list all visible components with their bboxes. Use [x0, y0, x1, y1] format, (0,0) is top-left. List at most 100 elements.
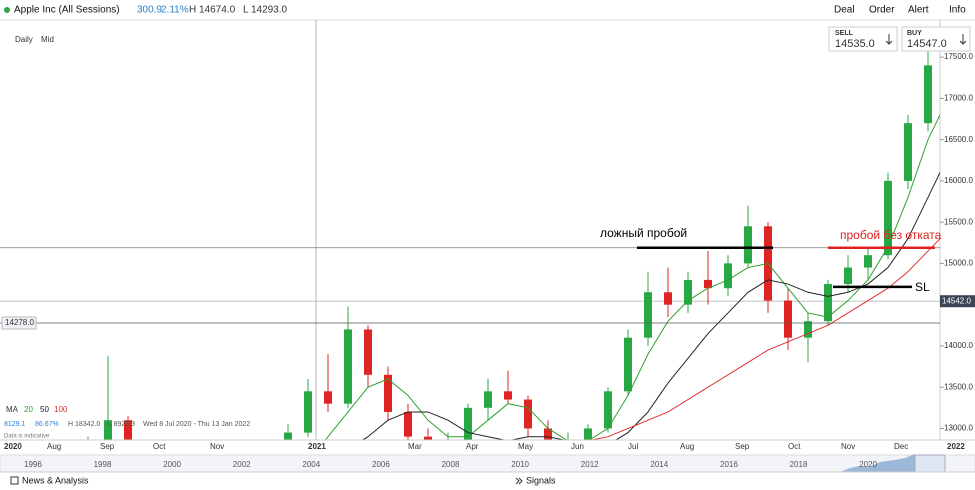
x-tick-label: Apr	[466, 442, 479, 451]
navigator-year: 2016	[720, 460, 738, 469]
menu-info[interactable]: Info	[949, 5, 966, 16]
day-low: L 14293.0	[243, 5, 288, 16]
x-tick-label: Oct	[153, 442, 166, 451]
legend-ma: 20	[24, 405, 33, 414]
buy-price: 14547.0	[907, 38, 947, 50]
navigator-year: 2012	[581, 460, 599, 469]
navigator-year: 2008	[442, 460, 460, 469]
top-bar	[0, 0, 975, 20]
x-tick-label: May	[518, 442, 533, 451]
y-tick-label: 14000.0	[944, 341, 973, 350]
y-tick-label: 15500.0	[944, 217, 973, 226]
candle-body	[364, 329, 372, 375]
x-tick-label: Jun	[571, 442, 584, 451]
candle-body	[124, 420, 132, 440]
legend-ma: 100	[54, 405, 68, 414]
navigator-year: 2006	[372, 460, 390, 469]
candle-body	[504, 391, 512, 400]
candle-body	[824, 284, 832, 322]
sell-arrow	[885, 34, 893, 45]
candle-body	[724, 263, 732, 289]
x-tick-label: Sep	[735, 442, 750, 451]
candle-body	[604, 391, 612, 429]
ma-line	[361, 171, 940, 440]
candle-body	[384, 374, 392, 412]
status-dot	[4, 7, 10, 13]
x-tick-label: 2022	[947, 442, 965, 451]
candle-body	[524, 399, 532, 429]
legend-stat: Wed 8 Jul 2020 - Thu 13 Jan 2022	[143, 421, 250, 428]
candle-body	[404, 411, 412, 437]
navigator-year: 1996	[24, 460, 42, 469]
annotation-text: пробой без отката	[840, 228, 942, 242]
navigator-year: 1998	[94, 460, 112, 469]
navigator-area	[840, 454, 915, 472]
legend-stat: 8129.1	[4, 421, 26, 428]
navigator-year: 2020	[859, 460, 877, 469]
price-label: 14542.0	[942, 296, 971, 305]
candle-body	[624, 337, 632, 392]
legend-stat: L 8929.3	[108, 421, 135, 428]
candle-body	[844, 267, 852, 285]
candle-body	[544, 428, 552, 440]
candle-body	[704, 279, 712, 289]
navigator-year: 2014	[650, 460, 668, 469]
instrument-name[interactable]: Apple Inc (All Sessions)	[14, 5, 120, 16]
bottom-bar	[0, 472, 975, 490]
menu-deal[interactable]: Deal	[834, 5, 855, 16]
legend-stat: 86.67%	[35, 421, 59, 428]
candle-body	[904, 123, 912, 181]
x-tick-label: Oct	[788, 442, 801, 451]
price-label-box	[940, 295, 975, 308]
x-tick-label: 2020	[4, 442, 22, 451]
candle-body	[864, 255, 872, 268]
candle-body	[684, 279, 692, 305]
candle-body	[784, 300, 792, 338]
sell-label: SELL	[835, 30, 854, 37]
navigator[interactable]	[0, 454, 975, 473]
x-tick-label: Nov	[210, 442, 224, 451]
sell-box[interactable]	[828, 26, 898, 52]
candle-body	[644, 292, 652, 338]
interval[interactable]: Daily	[15, 35, 33, 44]
signals-icon	[515, 477, 523, 485]
candle-body	[804, 321, 812, 338]
navigator-year: 2002	[233, 460, 251, 469]
news-icon	[10, 476, 19, 485]
candle-body	[744, 226, 752, 264]
candle-body	[284, 432, 292, 440]
navigator-year: 2018	[790, 460, 808, 469]
x-tick-label: Aug	[680, 442, 694, 451]
menu-alert[interactable]: Alert	[908, 5, 929, 16]
change: 300.9	[137, 5, 162, 16]
y-tick-label: 17000.0	[944, 93, 973, 102]
menu-order[interactable]: Order	[869, 5, 895, 16]
buy-arrow	[959, 34, 967, 45]
legend-note: Data is indicative	[4, 434, 50, 440]
candle-body	[344, 329, 352, 404]
candle-body	[424, 436, 432, 440]
candle-body	[664, 292, 672, 305]
navigator-year: 2000	[163, 460, 181, 469]
buy-label: BUY	[907, 30, 922, 37]
ma-line	[324, 113, 940, 440]
ma-line	[589, 237, 940, 440]
y-tick-label: 13500.0	[944, 382, 973, 391]
candle-body	[444, 441, 452, 449]
signals-tab[interactable]: Signals	[526, 475, 556, 485]
price-type[interactable]: Mid	[41, 35, 54, 44]
navigator-year: 2010	[511, 460, 529, 469]
navigator-window[interactable]	[914, 454, 946, 473]
legend-title: MA	[6, 405, 19, 414]
navigator-year: 2004	[302, 460, 320, 469]
news-tab[interactable]: News & Analysis	[22, 475, 89, 485]
x-tick-label: Aug	[47, 442, 61, 451]
y-tick-label: 13000.0	[944, 424, 973, 433]
x-tick-label: Mar	[408, 442, 422, 451]
candle-body	[304, 391, 312, 433]
buy-box[interactable]	[901, 26, 971, 52]
candle-body	[324, 391, 332, 404]
legend-ma: 50	[40, 405, 49, 414]
candle-body	[484, 391, 492, 408]
crosshair-label-box	[1, 316, 37, 330]
